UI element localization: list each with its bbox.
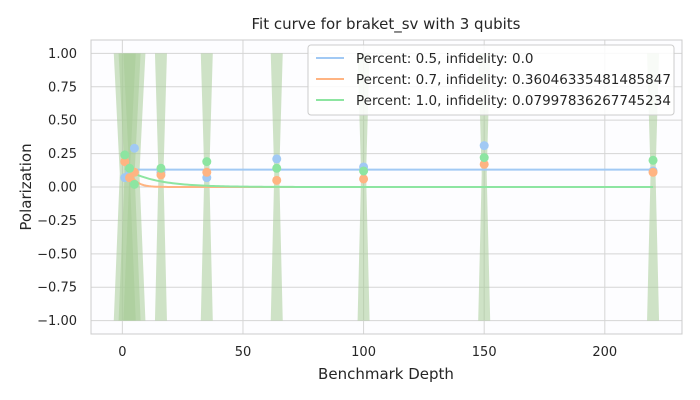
data-point-series-3 <box>359 166 369 176</box>
data-point-layer <box>120 141 658 189</box>
y-tick-label: −0.25 <box>37 214 77 229</box>
error-band <box>647 53 660 321</box>
fit-curve-series-3 <box>124 167 654 188</box>
data-point-series-2 <box>156 170 166 180</box>
data-point-series-3 <box>272 163 282 173</box>
data-point-series-2 <box>120 157 130 167</box>
legend-label-series-1: Percent: 0.5, infidelity: 0.0 <box>356 51 533 67</box>
data-point-series-2 <box>272 175 282 185</box>
y-tick-label: −1.00 <box>37 314 77 329</box>
data-point-series-3 <box>156 163 166 173</box>
y-tick-label: 1.00 <box>48 47 77 62</box>
y-tick-labels: −1.00 −0.75 −0.50 −0.25 0.00 0.25 0.50 0.75 1.00 <box>37 47 77 329</box>
y-tick-label: 0.50 <box>48 114 77 129</box>
plot-frame <box>90 39 683 335</box>
y-tick-label: 0.00 <box>48 181 77 196</box>
legend-box <box>307 44 675 116</box>
x-tick-labels: 0 50 100 150 200 <box>118 345 617 360</box>
data-point-series-2 <box>202 167 212 177</box>
data-point-series-1 <box>479 141 489 151</box>
data-point-series-2 <box>359 174 369 184</box>
data-point-series-3 <box>479 153 489 163</box>
legend: Percent: 0.5, infidelity: 0.0 Percent: 0… <box>307 44 675 116</box>
y-tick-label: −0.50 <box>37 247 77 262</box>
data-point-series-3 <box>648 155 658 165</box>
x-tick-label: 100 <box>351 345 376 360</box>
x-tick-label: 0 <box>118 345 126 360</box>
x-tick-label: 50 <box>235 345 252 360</box>
data-point-series-1 <box>129 143 139 153</box>
data-point-series-2 <box>648 167 658 177</box>
chart-title: Fit curve for braket_sv with 3 qubits <box>252 15 521 34</box>
data-point-series-3 <box>120 150 130 160</box>
data-point-series-3 <box>129 179 139 189</box>
y-axis-label: Polarization <box>17 143 35 230</box>
data-point-series-1 <box>272 154 282 164</box>
legend-label-series-3: Percent: 1.0, infidelity: 0.079978362677… <box>356 93 671 109</box>
fit-curve-layer <box>123 155 654 188</box>
y-tick-label: 0.25 <box>48 147 77 162</box>
x-tick-label: 150 <box>472 345 497 360</box>
data-point-series-3 <box>125 163 135 173</box>
y-tick-label: 0.75 <box>48 80 77 95</box>
data-point-series-3 <box>202 157 212 167</box>
data-point-series-2 <box>479 159 489 169</box>
x-axis-label: Benchmark Depth <box>318 365 454 383</box>
y-tick-label: −0.75 <box>37 281 77 296</box>
x-tick-label: 200 <box>592 345 617 360</box>
legend-label-series-2: Percent: 0.7, infidelity: 0.360463354814… <box>356 72 671 88</box>
